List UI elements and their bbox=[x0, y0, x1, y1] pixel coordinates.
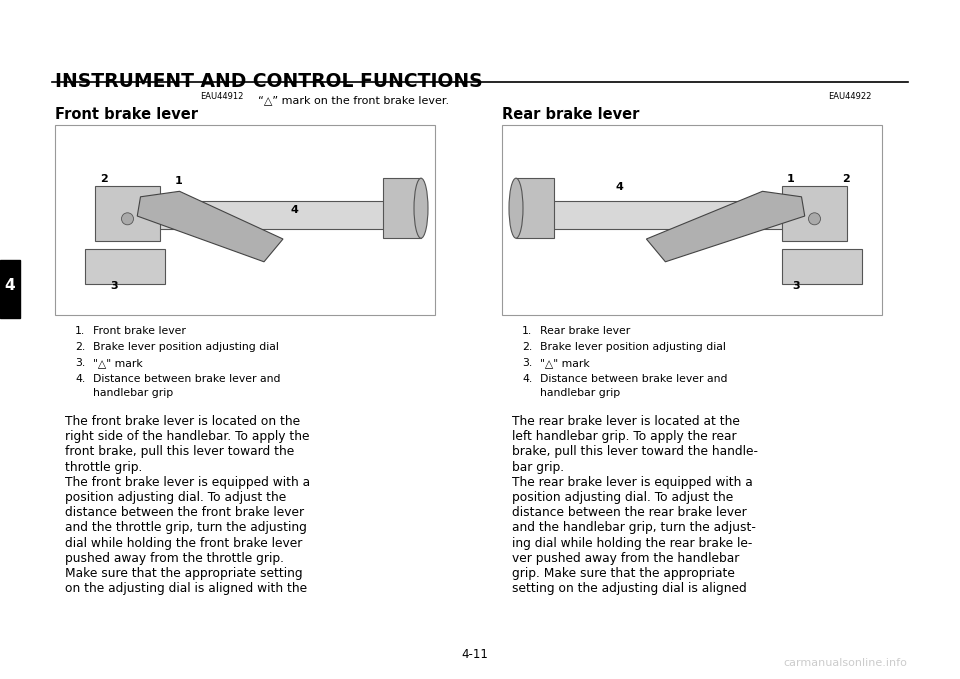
Text: 4: 4 bbox=[291, 205, 299, 215]
Text: 4.: 4. bbox=[75, 374, 85, 384]
Bar bbox=[105, 201, 405, 229]
Text: 2: 2 bbox=[842, 174, 850, 184]
Text: INSTRUMENT AND CONTROL FUNCTIONS: INSTRUMENT AND CONTROL FUNCTIONS bbox=[55, 72, 483, 91]
Text: and the throttle grip, turn the adjusting: and the throttle grip, turn the adjustin… bbox=[65, 521, 307, 534]
Bar bbox=[782, 249, 862, 284]
Text: Rear brake lever: Rear brake lever bbox=[540, 326, 631, 336]
Text: pushed away from the throttle grip.: pushed away from the throttle grip. bbox=[65, 552, 284, 565]
Text: on the adjusting dial is aligned with the: on the adjusting dial is aligned with th… bbox=[65, 582, 307, 595]
Text: The front brake lever is located on the: The front brake lever is located on the bbox=[65, 415, 300, 428]
Bar bbox=[502, 125, 882, 315]
Text: Front brake lever: Front brake lever bbox=[55, 107, 198, 122]
Text: dial while holding the front brake lever: dial while holding the front brake lever bbox=[65, 536, 302, 549]
Text: “△” mark on the front brake lever.: “△” mark on the front brake lever. bbox=[258, 95, 449, 105]
Text: position adjusting dial. To adjust the: position adjusting dial. To adjust the bbox=[65, 491, 286, 504]
Text: Front brake lever: Front brake lever bbox=[93, 326, 186, 336]
Polygon shape bbox=[646, 191, 804, 262]
Text: 3: 3 bbox=[110, 281, 118, 291]
Text: 1.: 1. bbox=[75, 326, 85, 336]
Ellipse shape bbox=[509, 178, 523, 238]
Ellipse shape bbox=[414, 178, 428, 238]
Text: 3.: 3. bbox=[75, 358, 85, 368]
Text: bar grip.: bar grip. bbox=[512, 460, 564, 473]
Text: Distance between brake lever and: Distance between brake lever and bbox=[540, 374, 728, 384]
Bar bbox=[782, 186, 847, 241]
Text: position adjusting dial. To adjust the: position adjusting dial. To adjust the bbox=[512, 491, 733, 504]
Text: "△" mark: "△" mark bbox=[540, 358, 589, 368]
Text: 2: 2 bbox=[100, 174, 108, 184]
Text: and the handlebar grip, turn the adjust-: and the handlebar grip, turn the adjust- bbox=[512, 521, 756, 534]
Text: Brake lever position adjusting dial: Brake lever position adjusting dial bbox=[93, 342, 278, 352]
Text: ver pushed away from the handlebar: ver pushed away from the handlebar bbox=[512, 552, 739, 565]
Text: 4-11: 4-11 bbox=[462, 648, 489, 661]
Text: 2.: 2. bbox=[75, 342, 85, 352]
Circle shape bbox=[808, 213, 821, 225]
Text: The rear brake lever is equipped with a: The rear brake lever is equipped with a bbox=[512, 476, 753, 489]
Text: handlebar grip: handlebar grip bbox=[93, 388, 173, 398]
Text: 3.: 3. bbox=[522, 358, 532, 368]
Bar bbox=[85, 249, 165, 284]
Text: 4: 4 bbox=[5, 278, 15, 293]
Text: distance between the front brake lever: distance between the front brake lever bbox=[65, 507, 304, 519]
Text: distance between the rear brake lever: distance between the rear brake lever bbox=[512, 507, 747, 519]
Text: ing dial while holding the rear brake le-: ing dial while holding the rear brake le… bbox=[512, 536, 753, 549]
Text: Brake lever position adjusting dial: Brake lever position adjusting dial bbox=[540, 342, 726, 352]
Text: 4.: 4. bbox=[522, 374, 532, 384]
Text: "△" mark: "△" mark bbox=[93, 358, 143, 368]
Bar bbox=[532, 201, 792, 229]
Bar bbox=[0, 260, 20, 318]
Circle shape bbox=[122, 213, 133, 225]
Bar bbox=[95, 186, 160, 241]
Text: 1: 1 bbox=[175, 176, 182, 186]
Text: 4: 4 bbox=[616, 182, 624, 192]
Text: EAU44922: EAU44922 bbox=[828, 92, 872, 101]
Bar bbox=[516, 178, 554, 238]
Text: setting on the adjusting dial is aligned: setting on the adjusting dial is aligned bbox=[512, 582, 747, 595]
Text: Distance between brake lever and: Distance between brake lever and bbox=[93, 374, 280, 384]
Text: right side of the handlebar. To apply the: right side of the handlebar. To apply th… bbox=[65, 430, 309, 443]
Text: 1: 1 bbox=[787, 174, 795, 184]
Text: carmanualsonline.info: carmanualsonline.info bbox=[783, 658, 907, 668]
Text: left handlebar grip. To apply the rear: left handlebar grip. To apply the rear bbox=[512, 430, 736, 443]
Text: brake, pull this lever toward the handle-: brake, pull this lever toward the handle… bbox=[512, 445, 758, 458]
Text: The rear brake lever is located at the: The rear brake lever is located at the bbox=[512, 415, 740, 428]
Text: EAU44912: EAU44912 bbox=[201, 92, 244, 101]
Bar bbox=[55, 125, 435, 315]
Polygon shape bbox=[137, 191, 283, 262]
Text: front brake, pull this lever toward the: front brake, pull this lever toward the bbox=[65, 445, 295, 458]
Text: 3: 3 bbox=[792, 281, 800, 291]
Text: Make sure that the appropriate setting: Make sure that the appropriate setting bbox=[65, 567, 302, 580]
Text: 2.: 2. bbox=[522, 342, 532, 352]
Text: throttle grip.: throttle grip. bbox=[65, 460, 142, 473]
Text: Rear brake lever: Rear brake lever bbox=[502, 107, 639, 122]
Text: handlebar grip: handlebar grip bbox=[540, 388, 620, 398]
Text: grip. Make sure that the appropriate: grip. Make sure that the appropriate bbox=[512, 567, 734, 580]
Bar bbox=[383, 178, 421, 238]
Text: The front brake lever is equipped with a: The front brake lever is equipped with a bbox=[65, 476, 310, 489]
Text: 1.: 1. bbox=[522, 326, 532, 336]
